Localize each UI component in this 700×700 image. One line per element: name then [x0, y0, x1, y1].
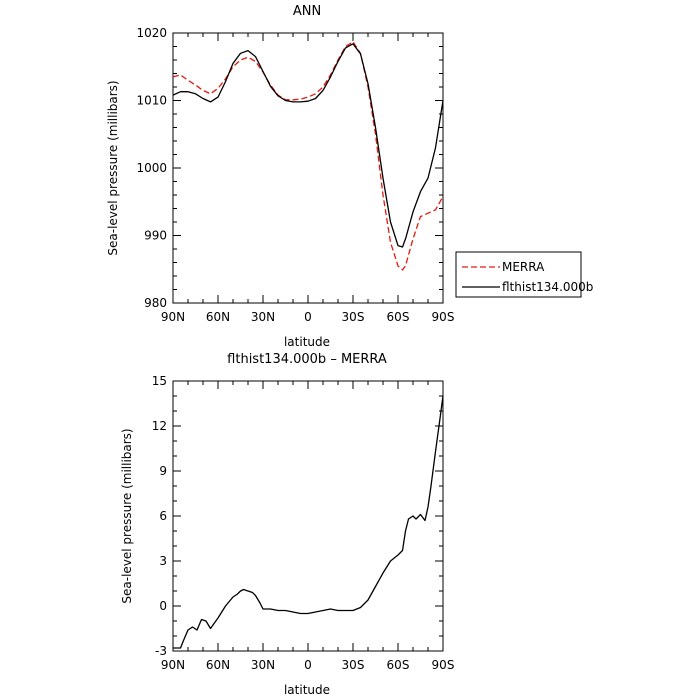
bottom-y-tick-label: 0: [159, 599, 167, 613]
bottom-chart-title: flthist134.000b – MERRA: [227, 352, 387, 367]
bottom-axis-ticks: 90N 60N 30N 0 30S 60S 90S -3 0 3 6 9 12 15: [152, 374, 455, 672]
bottom-panel: flthist134.000b – MERRA 90N 60N 30N 0 30S 60S…: [120, 352, 454, 697]
top-axis-ticks: 90N 60N 30N 0 30S 60S 90S 980 990 1000 1010 1020: [136, 26, 454, 324]
top-y-tick-label: 1010: [136, 94, 167, 108]
bottom-plot-frame: [172, 380, 444, 652]
top-series-line-flthist134-000b: [172, 43, 444, 248]
bottom-x-tick-label: 90N: [161, 658, 185, 672]
legend: MERRA flthist134.000b: [455, 251, 593, 298]
top-x-tick-label: 30S: [342, 310, 365, 324]
bottom-y-axis-label: Sea-level pressure (millibars): [120, 428, 134, 603]
bottom-y-tick-label: 12: [152, 419, 167, 433]
top-chart-title: ANN: [293, 4, 321, 19]
bottom-y-tick-label: 15: [152, 374, 167, 388]
top-y-tick-label: 1000: [136, 161, 167, 175]
bottom-x-axis-label: latitude: [284, 683, 330, 697]
bottom-x-tick-label: 60N: [206, 658, 230, 672]
bottom-y-tick-label: -3: [155, 644, 167, 658]
bottom-x-tick-label: 30N: [251, 658, 275, 672]
legend-label: MERRA: [502, 260, 545, 274]
top-y-tick-label: 1020: [136, 26, 167, 40]
bottom-series-lines: [173, 395, 444, 649]
top-series-line-merra: [172, 41, 444, 271]
top-plot-frame: [172, 32, 444, 304]
top-y-tick-label: 990: [144, 229, 167, 243]
top-x-tick-label: 60S: [387, 310, 410, 324]
top-x-tick-label: 0: [304, 310, 312, 324]
top-x-tick-label: 90N: [161, 310, 185, 324]
bottom-series-line-0: [173, 395, 444, 649]
top-x-tick-label: 30N: [251, 310, 275, 324]
top-x-tick-label: 90S: [432, 310, 455, 324]
top-series-lines: [172, 41, 444, 271]
top-y-axis-label: Sea-level pressure (millibars): [106, 80, 120, 255]
bottom-x-tick-label: 60S: [387, 658, 410, 672]
bottom-x-tick-label: 30S: [342, 658, 365, 672]
top-x-tick-label: 60N: [206, 310, 230, 324]
top-x-axis-label: latitude: [284, 335, 330, 349]
top-y-tick-label: 980: [144, 296, 167, 310]
legend-box: [455, 251, 582, 298]
bottom-x-tick-label: 0: [304, 658, 312, 672]
bottom-y-tick-label: 9: [159, 464, 167, 478]
bottom-x-tick-label: 90S: [432, 658, 455, 672]
bottom-y-tick-label: 3: [159, 554, 167, 568]
legend-label: flthist134.000b: [502, 280, 593, 294]
bottom-y-tick-label: 6: [159, 509, 167, 523]
top-panel: ANN 90N 60N 30N 0 30S 60S 90S 980 990 1000 1010 102…: [106, 4, 593, 349]
